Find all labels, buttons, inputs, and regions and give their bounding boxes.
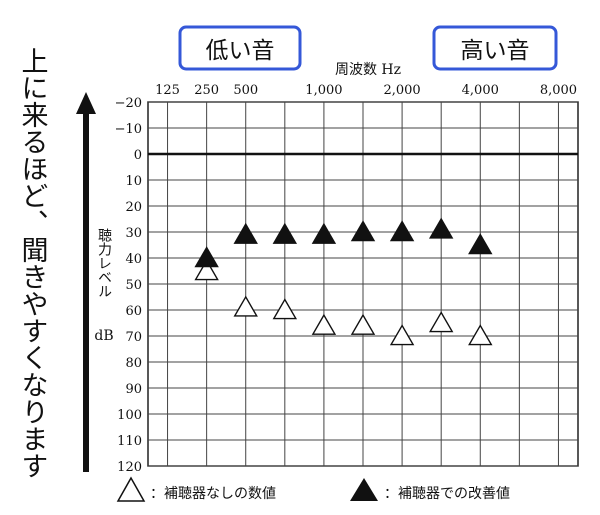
y-tick-label: 30 (125, 226, 142, 241)
unaided-marker-point (233, 295, 258, 317)
y-axis-title-main: 聴力レベル (96, 228, 112, 298)
y-tick-label: 70 (125, 330, 142, 345)
upward-arrow (76, 92, 96, 472)
arrow-shaft (83, 112, 89, 472)
unaided-marker-point (311, 313, 337, 335)
aided-marker-point (389, 220, 415, 242)
legend-open-triangle-icon (116, 476, 146, 502)
y-tick-label: 0 (134, 148, 142, 163)
y-tick-label: −10 (115, 122, 142, 137)
aided-marker-point (233, 222, 258, 244)
x-axis-title: 周波数 Hz (335, 62, 401, 78)
y-tick-label: 100 (117, 408, 142, 423)
unaided-marker-point (194, 259, 219, 281)
y-tick-label: 10 (125, 174, 142, 189)
x-tick-label: 8,000 (540, 83, 577, 98)
x-tick-label: 500 (233, 83, 258, 98)
y-tick-label: 110 (117, 434, 142, 449)
y-tick-label: 60 (125, 304, 142, 319)
legend-label-unaided: ：補聴器なしの数値 (150, 486, 276, 502)
aided-marker-point (350, 220, 376, 242)
aided-marker-point (272, 222, 298, 244)
callout-low-text: 低い音 (206, 38, 275, 64)
x-tick-label: 2,000 (383, 83, 420, 98)
y-axis-title: 聴力レベル dB (94, 228, 113, 344)
y-tick-label: 90 (125, 382, 142, 397)
unaided-marker-point (272, 298, 298, 320)
callout-low-box (178, 25, 302, 71)
arrow-head (76, 92, 96, 114)
callout-high-text: 高い音 (461, 38, 530, 64)
aided-marker-point (311, 222, 337, 244)
unaided-marker-point (389, 324, 415, 346)
y-tick-label: 120 (117, 460, 142, 475)
y-tick-label: 40 (125, 252, 142, 267)
unaided-marker-point (468, 324, 493, 346)
x-tick-label: 250 (194, 83, 219, 98)
aided-marker-point (194, 246, 219, 268)
y-axis-title-unit: dB (94, 328, 113, 344)
y-tick-label: 80 (125, 356, 142, 371)
callout-high: 高い音 (432, 25, 558, 71)
x-tick-labels: 125 250 500 1,000 2,000 4,000 8,000 (155, 83, 577, 98)
legend: ：補聴器なしの数値 ：補聴器での改善値 (116, 476, 510, 502)
x-tick-label: 125 (155, 83, 180, 98)
grid (147, 101, 579, 467)
unaided-marker-point (428, 311, 454, 333)
y-tick-label: 20 (125, 200, 142, 215)
legend-filled-triangle-icon (350, 478, 378, 501)
x-tick-label: 4,000 (462, 83, 499, 98)
side-note: 上に来るほど、聞きやすくなります (17, 47, 49, 479)
callout-low: 低い音 (178, 25, 302, 71)
aided-marker-point (428, 217, 454, 239)
y-tick-labels: −20 −10 0 10 20 30 40 50 60 70 80 90 100 110 120 (115, 96, 142, 475)
aided-marker-point (468, 233, 493, 255)
legend-label-aided: ：補聴器での改善値 (384, 486, 510, 502)
y-tick-label: −20 (115, 96, 142, 111)
y-tick-label: 50 (125, 278, 142, 293)
callout-high-box (432, 25, 558, 71)
x-tick-label: 1,000 (305, 83, 342, 98)
unaided-marker-point (350, 313, 376, 335)
data-markers (194, 217, 493, 346)
